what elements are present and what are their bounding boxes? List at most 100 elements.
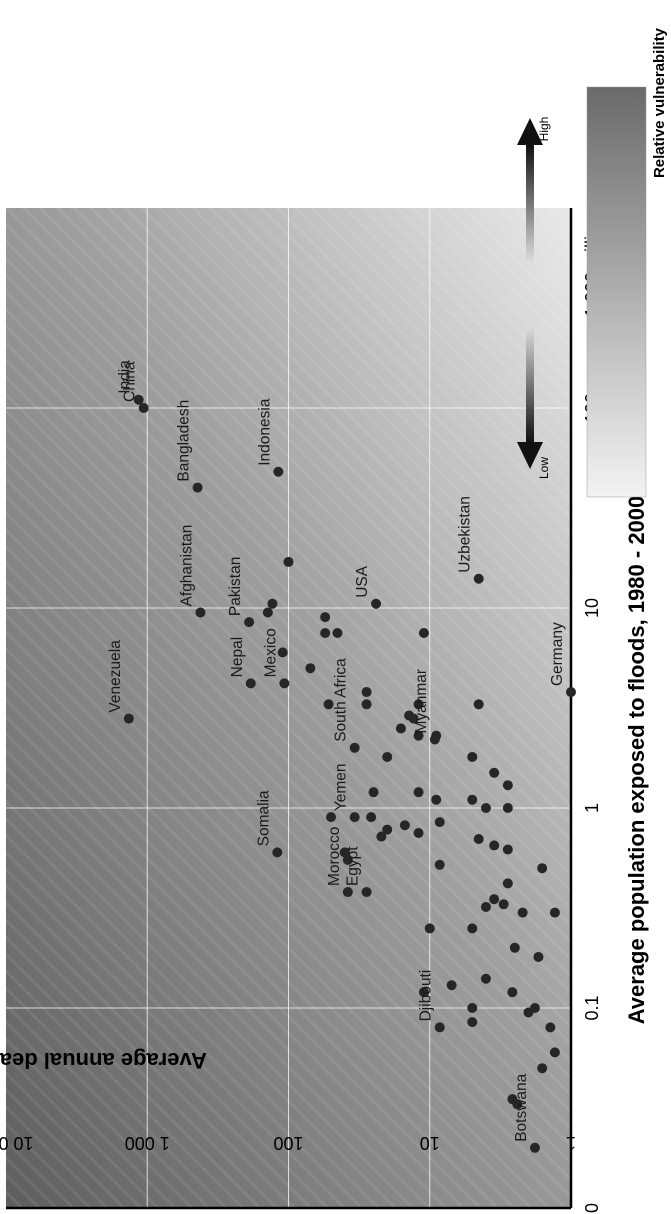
data-point [537,1063,548,1074]
point-label: India [117,360,134,394]
data-point [424,923,435,934]
point-label: Pakistan [227,557,244,616]
data-point [523,1007,534,1018]
point-label: Nepal [229,637,246,678]
y-tick-label: 100 [273,1133,303,1153]
legend-high-arrow [517,118,543,262]
data-point [332,627,343,638]
data-point [517,907,528,918]
data-point [361,687,372,698]
data-point [431,794,442,805]
data-point-uzbekistan [473,573,484,584]
point-label: Djibouti [418,970,435,1022]
axes [6,208,573,1210]
vulnerability-legend: Relative vulnerability High Low [517,27,668,498]
data-point-morocco [342,887,353,898]
gridlines [6,208,571,1208]
data-point-nepal [245,678,256,689]
data-point-yemen [349,812,360,823]
data-point [283,556,294,567]
data-point [368,787,379,798]
data-point [498,899,509,910]
data-point [489,840,500,851]
point-label: Yemen [333,763,350,811]
data-point [509,942,520,953]
data-point [413,730,424,741]
y-axis-title: Average annual deaths, 1980 - 2000 [0,1048,207,1073]
data-point [489,767,500,778]
data-point [434,817,445,828]
data-point-venezuela [123,713,134,724]
y-tick-label: 10 000 [0,1133,34,1153]
y-tick-label: 10 [420,1133,440,1153]
point-label: South Africa [333,658,350,742]
y-tick-label: 1 000 [125,1133,170,1153]
data-point [507,987,518,998]
data-point [395,723,406,734]
data-point [413,787,424,798]
x-axis-title: Average population exposed to floods, 19… [624,496,649,1025]
point-label: Afghanistan [178,525,195,607]
data-point-botswana [529,1142,540,1153]
point-label: Venezuela [107,640,124,713]
data-point [305,663,316,674]
data-point [489,894,500,905]
data-point [413,827,424,838]
data-point [533,951,544,962]
point-label: Morocco [326,827,343,886]
data-point [277,647,288,658]
data-point [320,612,331,623]
point-label: Botswana [513,1073,530,1141]
y-tick-label: 1 [566,1133,576,1153]
data-point [467,1003,478,1013]
data-point [262,607,273,618]
data-point [446,980,457,991]
data-point-myanmar [429,734,440,745]
data-point [413,699,424,710]
data-point [366,812,377,823]
data-point-afghanistan [195,607,206,618]
point-label: Germany [549,622,566,686]
data-point-somalia [272,847,283,858]
legend-low-arrow [517,326,543,469]
data-point [382,824,393,835]
data-point-bangladesh [192,482,203,493]
data-point-china [138,403,149,413]
point-label: Egypt [345,846,362,886]
data-point [480,901,491,912]
data-point [502,803,513,813]
data-point [467,1017,478,1028]
data-point [382,751,393,762]
data-point-djibouti [434,1022,445,1033]
data-point [467,794,478,805]
legend-title: Relative vulnerability [651,27,668,178]
data-point-pakistan [244,617,255,628]
data-point [467,751,478,762]
point-label: Indonesia [256,398,273,466]
data-point [512,1099,523,1110]
data-point-usa [371,598,382,609]
data-point [339,847,350,858]
data-point [399,820,410,831]
data-point-india [133,394,144,405]
x-tick-label: 10 [582,598,602,618]
data-point [361,699,372,710]
point-label: China [122,361,139,402]
data-point [473,699,484,710]
data-point [434,859,445,870]
data-point [408,713,419,724]
point-label: Uzbekistan [457,496,474,573]
data-point [502,844,513,855]
x-tick-label: 0.1 [582,995,602,1020]
data-point [480,803,491,813]
data-point-egypt [361,887,372,898]
data-point-indonesia [273,466,284,477]
data-point [502,878,513,889]
data-point-germany [566,687,576,698]
data-point [418,627,429,638]
point-label: Somalia [255,790,272,846]
data-point [545,1022,556,1033]
legend-high-label: High [537,117,551,142]
data-point [418,987,429,998]
